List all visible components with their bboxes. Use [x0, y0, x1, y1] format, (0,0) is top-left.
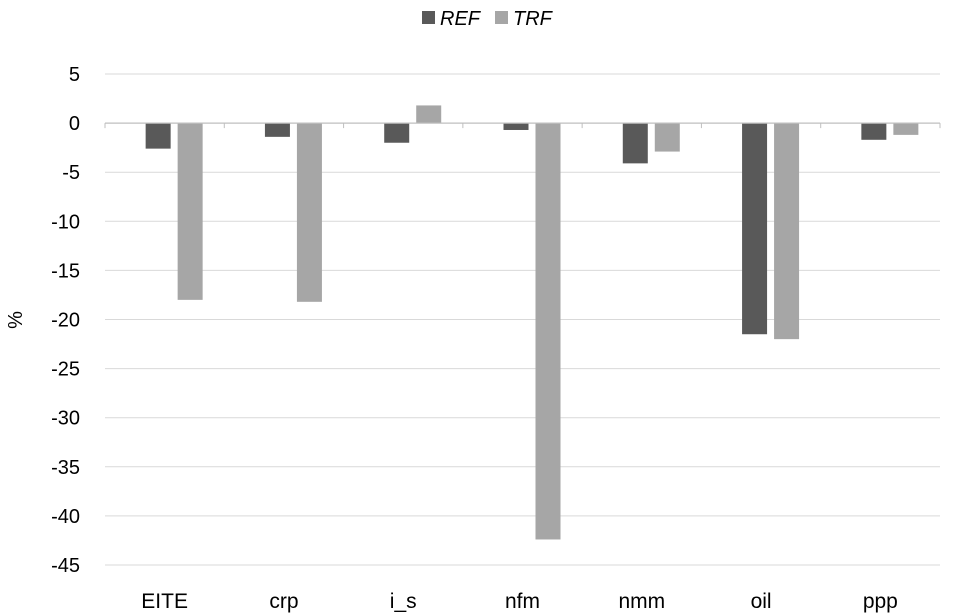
bar-trf-oil	[774, 123, 800, 340]
legend: REF TRF	[422, 8, 554, 30]
legend-label-ref: REF	[440, 8, 482, 30]
y-tick-label: -25	[51, 359, 80, 381]
x-category-label: i_s	[390, 590, 417, 613]
legend-swatch-ref	[422, 11, 435, 24]
x-category-label: nfm	[505, 590, 540, 613]
bar-ref-crp	[264, 123, 290, 137]
axes: 5 0 -5 -10 -15 -20 -25 -30 -35 -40 -45 EITE crp i_s nf…	[51, 64, 941, 613]
y-tick-label: -10	[51, 211, 80, 233]
bar-ref-nfm	[503, 123, 529, 130]
bar-trf-i-s	[416, 105, 442, 124]
y-axis-label: %	[5, 311, 27, 329]
x-category-label: EITE	[141, 590, 188, 613]
legend-label-trf: TRF	[513, 8, 554, 30]
legend-swatch-trf	[495, 11, 508, 24]
bar-ref-nmm	[622, 123, 648, 164]
bar-trf-ppp	[893, 123, 919, 135]
x-category-label: oil	[751, 590, 772, 613]
y-tick-label: -5	[62, 162, 80, 184]
y-tick-label: 0	[69, 113, 80, 135]
y-tick-label: 5	[69, 64, 80, 86]
bar-trf-eite	[177, 123, 203, 300]
gridlines	[105, 73, 940, 566]
x-category-label: crp	[269, 590, 298, 613]
y-tick-label: -35	[51, 457, 80, 479]
y-tick-label: -15	[51, 260, 80, 282]
bar-ref-eite	[145, 123, 171, 149]
y-tick-label: -30	[51, 408, 80, 430]
y-tick-label: -45	[51, 555, 80, 577]
bars	[145, 105, 919, 540]
y-tick-label: -20	[51, 310, 80, 332]
bar-ref-ppp	[861, 123, 887, 140]
bar-trf-nmm	[654, 123, 680, 152]
bar-ref-i-s	[384, 123, 410, 143]
bar-trf-crp	[296, 123, 322, 302]
y-tick-label: -40	[51, 506, 80, 528]
x-category-label: ppp	[863, 590, 898, 613]
bar-trf-nfm	[535, 123, 561, 540]
bar-ref-oil	[742, 123, 768, 335]
x-category-label: nmm	[618, 590, 665, 613]
